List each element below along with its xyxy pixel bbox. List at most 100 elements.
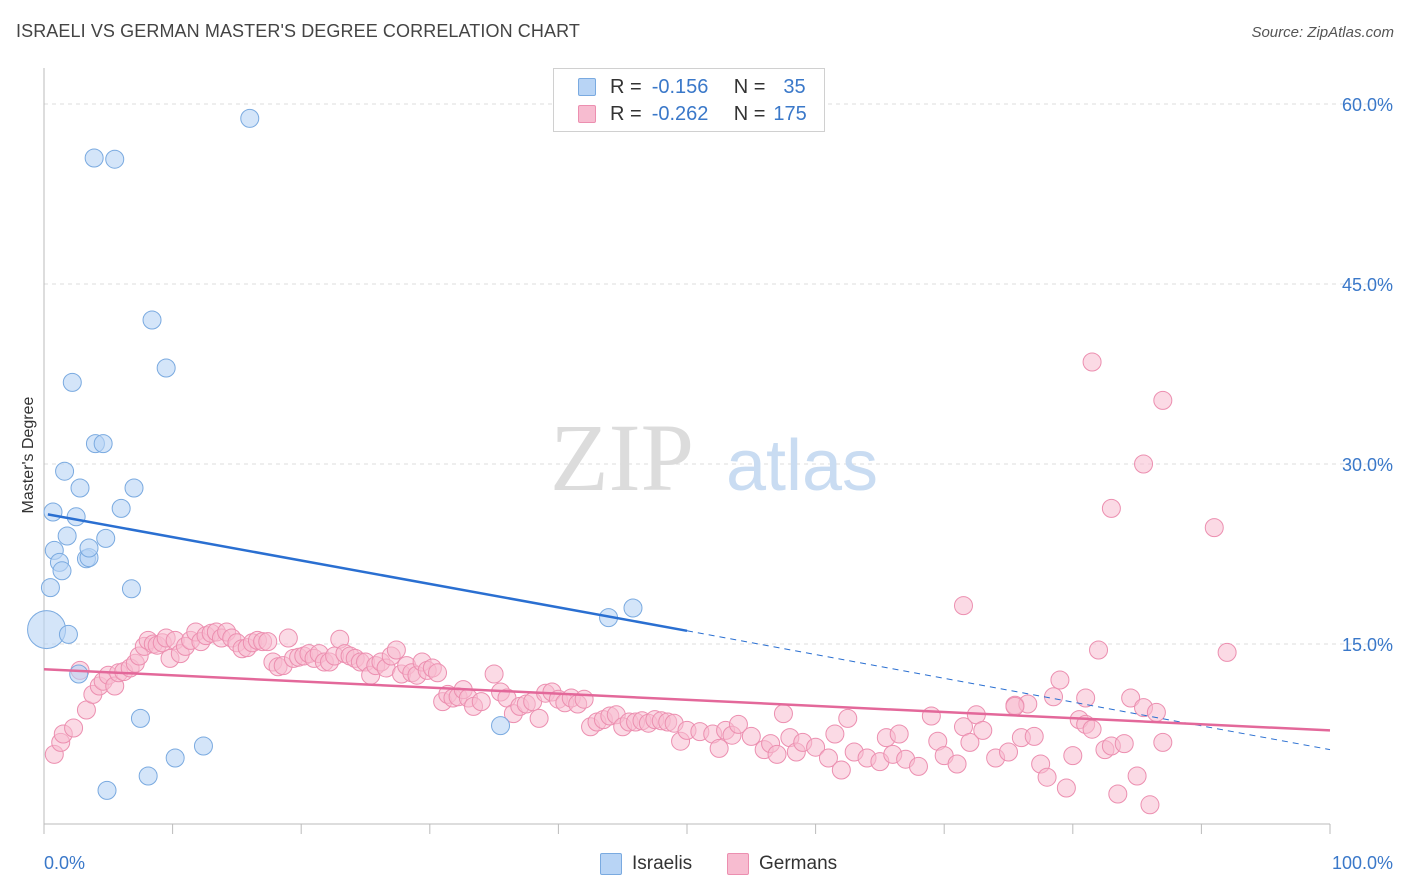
data-point-german xyxy=(484,664,504,684)
data-point-german xyxy=(278,628,298,648)
data-point-german xyxy=(767,744,787,764)
data-point-german xyxy=(1127,766,1147,786)
watermark-atlas: atlas xyxy=(726,426,878,506)
legend-swatch-israelis xyxy=(578,78,596,96)
data-point-german xyxy=(960,732,980,752)
data-point-german xyxy=(471,692,491,712)
legend-row-israelis: R = -0.156 N = 35 xyxy=(578,75,806,99)
data-point-german xyxy=(1140,795,1160,815)
data-point-german xyxy=(258,632,278,652)
data-point-german xyxy=(709,738,729,758)
data-point-german xyxy=(728,714,748,734)
bottom-swatch-germans xyxy=(727,853,749,875)
data-point-israeli xyxy=(57,526,77,546)
y-axis-label: Master's Degree xyxy=(20,396,37,513)
bottom-legend-israelis: Israelis xyxy=(600,851,692,877)
data-point-israeli xyxy=(84,148,104,168)
data-point-german xyxy=(1082,352,1102,372)
data-point-israeli xyxy=(70,478,90,498)
bottom-legend-germans: Germans xyxy=(727,851,837,877)
data-point-german xyxy=(825,724,845,744)
axes xyxy=(43,68,1331,834)
data-point-german xyxy=(973,720,993,740)
data-point-israeli xyxy=(105,149,125,169)
data-point-german xyxy=(818,748,838,768)
data-point-german xyxy=(908,756,928,776)
tick-labels: 15.0% 30.0% 45.0% 60.0% 0.0% 100.0% xyxy=(44,95,1393,873)
data-point-german xyxy=(1044,687,1064,707)
trend-line-israelis-projection xyxy=(686,630,1331,751)
data-point-german xyxy=(1134,454,1154,474)
watermark: ZIP atlas xyxy=(550,404,878,511)
data-point-israeli xyxy=(40,578,60,598)
y-tick-label: 15.0% xyxy=(1342,635,1393,655)
data-point-israeli xyxy=(66,507,86,527)
data-point-israeli xyxy=(156,358,176,378)
data-point-german xyxy=(64,718,84,738)
bottom-legend-label: Israelis xyxy=(632,853,693,874)
data-point-german xyxy=(1108,784,1128,804)
data-point-german xyxy=(1063,746,1083,766)
bottom-swatch-israelis xyxy=(600,853,622,875)
data-point-israeli xyxy=(96,528,116,548)
chart-title: ISRAELI VS GERMAN MASTER'S DEGREE CORREL… xyxy=(16,21,580,41)
data-point-german xyxy=(1153,732,1173,752)
source-label: Source: ZipAtlas.com xyxy=(1251,24,1394,41)
data-point-german xyxy=(428,663,448,683)
y-tick-label: 45.0% xyxy=(1342,275,1393,295)
data-point-israeli xyxy=(138,766,158,786)
legend-r-value: -0.156 xyxy=(651,75,709,98)
data-point-german xyxy=(1217,642,1237,662)
data-point-german xyxy=(1089,640,1109,660)
data-point-israeli xyxy=(69,664,89,684)
bottom-legend-label: Germans xyxy=(759,853,838,874)
trend-line-germans xyxy=(43,667,1331,732)
data-point-german xyxy=(1121,688,1141,708)
x-tick-label: 0.0% xyxy=(44,853,85,873)
data-point-israeli xyxy=(93,434,113,454)
data-point-german xyxy=(831,760,851,780)
data-point-israeli xyxy=(111,498,131,518)
data-point-israeli xyxy=(130,708,150,728)
data-point-israeli xyxy=(193,736,213,756)
data-point-israeli xyxy=(623,598,643,618)
legend-r-value: -0.262 xyxy=(651,102,709,125)
legend-n-label: N = xyxy=(733,102,766,125)
data-point-german xyxy=(1082,719,1102,739)
data-point-israeli xyxy=(165,748,185,768)
legend-n-value: 35 xyxy=(783,75,806,98)
data-point-german xyxy=(889,724,909,744)
data-point-german xyxy=(999,742,1018,762)
data-point-israeli xyxy=(58,624,78,644)
watermark-zip: ZIP xyxy=(550,404,694,511)
data-point-german xyxy=(1204,518,1224,538)
data-point-german xyxy=(1076,688,1096,708)
data-point-israeli xyxy=(52,561,72,581)
data-point-german xyxy=(1037,767,1057,787)
data-point-german xyxy=(1050,670,1070,690)
legend-row-germans: R = -0.262 N = 175 xyxy=(578,102,807,126)
data-point-german xyxy=(574,689,594,709)
data-point-german xyxy=(529,708,549,728)
x-tick-label: 100.0% xyxy=(1332,853,1393,873)
data-point-israeli xyxy=(43,502,63,522)
data-point-german xyxy=(1146,702,1166,722)
legend-box: R = -0.156 N = 35 R = -0.262 N = 175 xyxy=(553,68,825,132)
data-point-german xyxy=(953,596,973,616)
data-point-israeli xyxy=(55,461,75,481)
data-point-israeli xyxy=(27,610,67,650)
data-point-german xyxy=(741,726,761,746)
data-point-israeli xyxy=(121,579,141,599)
data-point-german xyxy=(921,706,941,726)
data-point-german xyxy=(1005,696,1025,716)
legend-r-label: R = xyxy=(610,75,642,98)
legend-r-label: R = xyxy=(610,102,642,125)
data-point-german xyxy=(1101,498,1121,518)
legend-n-value: 175 xyxy=(773,102,807,125)
legend-n-label: N = xyxy=(733,75,766,98)
grid-lines xyxy=(44,103,1395,645)
legend-swatch-germans xyxy=(578,105,596,123)
y-tick-label: 30.0% xyxy=(1342,455,1393,475)
data-point-israeli xyxy=(142,310,162,330)
